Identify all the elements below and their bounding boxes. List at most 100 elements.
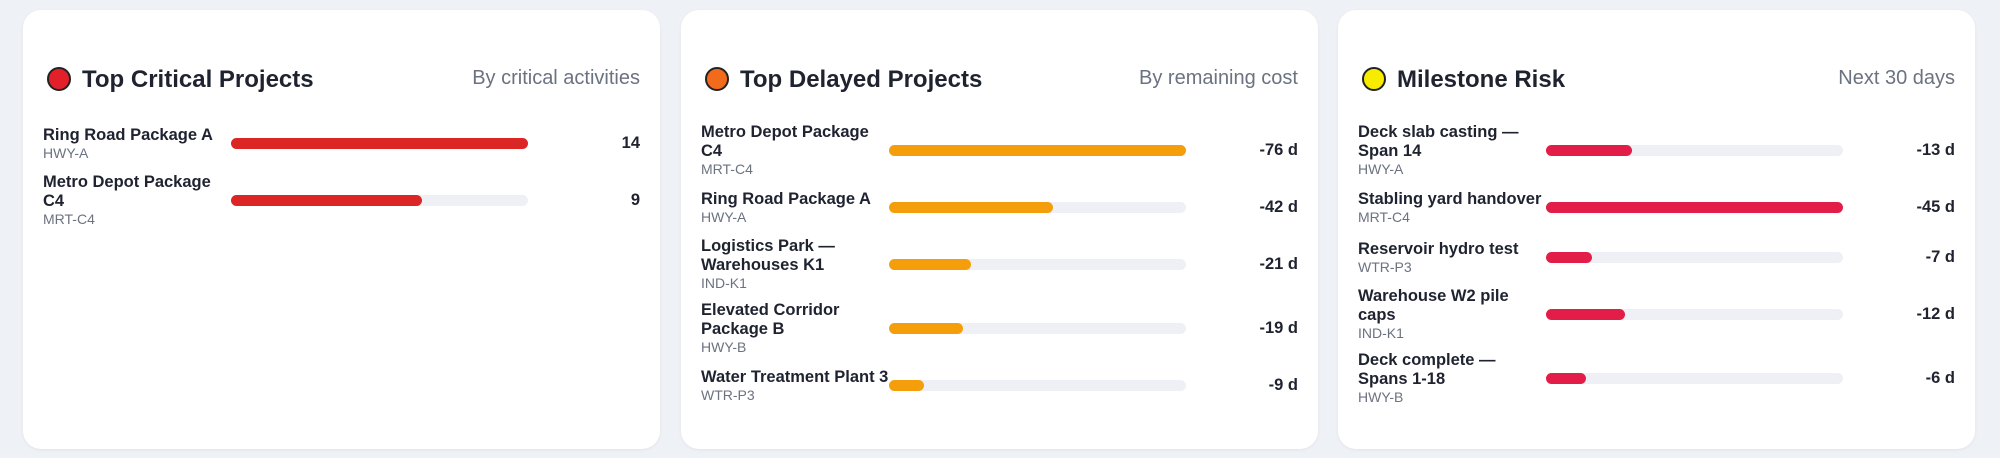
panel-card: Milestone Risk Next 30 days Deck slab cast… <box>1338 10 1975 449</box>
item-label: Water Treatment Plant 3 WTR-P3 <box>701 368 889 403</box>
item-row: Reservoir hydro test WTR-P3 -7 d <box>1358 237 1955 277</box>
bar-track <box>889 144 1186 156</box>
item-code: WTR-P3 <box>1358 258 1412 275</box>
item-row: Deck complete — Spans 1-18 HWY-B -6 d <box>1358 351 1955 405</box>
item-row: Metro Depot Package C4 MRT-C4 -76 d <box>701 123 1298 177</box>
panel-title: Milestone Risk <box>1397 66 1566 93</box>
panel-title: Top Delayed Projects <box>740 66 983 93</box>
item-name: Ring Road Package A <box>43 125 213 144</box>
bar <box>1546 144 1632 156</box>
item-code: MRT-C4 <box>43 211 95 227</box>
bar-track <box>1546 251 1843 263</box>
bar <box>889 144 1186 156</box>
bar <box>1546 201 1843 213</box>
value-label: -45 d <box>1916 197 1955 216</box>
item-code: IND-K1 <box>1358 325 1404 341</box>
panel-header: Top Critical Projects By critical activit… <box>23 64 660 96</box>
item-name: Stabling yard handover <box>1358 189 1542 208</box>
item-code: HWY-A <box>43 144 89 161</box>
item-row: Elevated Corridor Package B HWY-B -19 d <box>701 301 1298 355</box>
value-label: -6 d <box>1925 368 1955 387</box>
bar <box>889 258 972 270</box>
value-label: -7 d <box>1925 247 1955 266</box>
bar-track <box>231 137 528 149</box>
item-code: HWY-A <box>701 208 747 225</box>
status-dot <box>705 67 729 91</box>
panel-card: Top Critical Projects By critical activit… <box>23 10 660 449</box>
bar-track <box>231 194 528 206</box>
item-row: Ring Road Package A HWY-A 14 <box>43 123 640 163</box>
status-dot <box>1362 67 1386 91</box>
bar-track <box>1546 372 1843 384</box>
bar <box>889 379 925 391</box>
value-label: 9 <box>630 190 640 209</box>
item-row: Deck slab casting — Span 14 HWY-A -13 d <box>1358 123 1955 177</box>
item-name: Elevated Corridor Package B <box>701 301 840 338</box>
item-label: Metro Depot Package C4 MRT-C4 <box>43 173 231 227</box>
item-name: Ring Road Package A <box>701 189 871 208</box>
bar-track <box>889 379 1186 391</box>
bar <box>889 322 964 334</box>
panel-subtitle: By remaining cost <box>1139 67 1298 89</box>
bar-track <box>1546 308 1843 320</box>
item-code: WTR-P3 <box>701 386 755 403</box>
item-code: IND-K1 <box>701 275 747 291</box>
item-name: Water Treatment Plant 3 <box>701 367 889 386</box>
value-label: -13 d <box>1916 140 1955 159</box>
value-label: -12 d <box>1916 304 1955 323</box>
item-code: HWY-B <box>1358 389 1404 405</box>
bar <box>1546 308 1626 320</box>
item-label: Metro Depot Package C4 MRT-C4 <box>701 123 889 177</box>
item-row: Metro Depot Package C4 MRT-C4 9 <box>43 173 640 227</box>
item-name: Warehouse W2 pile caps <box>1358 287 1509 324</box>
item-row: Stabling yard handover MRT-C4 -45 d <box>1358 187 1955 227</box>
item-list: Ring Road Package A HWY-A 14 Metro Depot Pa… <box>43 123 640 237</box>
value-label: 14 <box>621 133 640 152</box>
bar-track <box>1546 201 1843 213</box>
item-row: Warehouse W2 pile caps IND-K1 -12 d <box>1358 287 1955 341</box>
panel-subtitle: By critical activities <box>472 67 640 89</box>
item-code: HWY-A <box>1358 161 1404 177</box>
bar-track <box>889 201 1186 213</box>
item-code: HWY-B <box>701 339 747 355</box>
item-label: Deck slab casting — Span 14 HWY-A <box>1358 123 1546 177</box>
item-row: Water Treatment Plant 3 WTR-P3 -9 d <box>701 365 1298 405</box>
item-name: Deck complete — Spans 1-18 <box>1358 351 1496 388</box>
bar <box>231 137 528 149</box>
bar <box>1546 251 1593 263</box>
bar <box>231 194 422 206</box>
status-dot <box>47 67 71 91</box>
panel-card: Top Delayed Projects By remaining cost Met… <box>681 10 1318 449</box>
item-name: Metro Depot Package C4 <box>701 123 869 160</box>
value-label: -19 d <box>1259 318 1298 337</box>
item-row: Logistics Park — Warehouses K1 IND-K1 -21 … <box>701 237 1298 291</box>
bar <box>1546 372 1586 384</box>
item-list: Metro Depot Package C4 MRT-C4 -76 d Ring Ro… <box>701 123 1298 415</box>
panel-header: Milestone Risk Next 30 days <box>1338 64 1975 96</box>
item-label: Deck complete — Spans 1-18 HWY-B <box>1358 351 1546 405</box>
item-row: Ring Road Package A HWY-A -42 d <box>701 187 1298 227</box>
item-label: Warehouse W2 pile caps IND-K1 <box>1358 287 1546 341</box>
item-label: Ring Road Package A HWY-A <box>701 190 889 225</box>
panel-header: Top Delayed Projects By remaining cost <box>681 64 1318 96</box>
item-name: Reservoir hydro test <box>1358 239 1519 258</box>
item-list: Deck slab casting — Span 14 HWY-A -13 d Sta… <box>1358 123 1955 415</box>
panel-subtitle: Next 30 days <box>1838 67 1955 89</box>
item-label: Stabling yard handover MRT-C4 <box>1358 190 1546 225</box>
item-name: Metro Depot Package C4 <box>43 173 211 210</box>
item-code: MRT-C4 <box>1358 208 1410 225</box>
value-label: -42 d <box>1259 197 1298 216</box>
bar-track <box>1546 144 1843 156</box>
bar <box>889 201 1054 213</box>
bar-track <box>889 258 1186 270</box>
item-code: MRT-C4 <box>701 161 753 177</box>
item-label: Elevated Corridor Package B HWY-B <box>701 301 889 355</box>
value-label: -76 d <box>1259 140 1298 159</box>
panel-title: Top Critical Projects <box>82 66 314 93</box>
bar-track <box>889 322 1186 334</box>
item-label: Reservoir hydro test WTR-P3 <box>1358 240 1546 275</box>
item-name: Deck slab casting — Span 14 <box>1358 123 1519 160</box>
item-name: Logistics Park — Warehouses K1 <box>701 237 835 274</box>
item-label: Logistics Park — Warehouses K1 IND-K1 <box>701 237 889 291</box>
